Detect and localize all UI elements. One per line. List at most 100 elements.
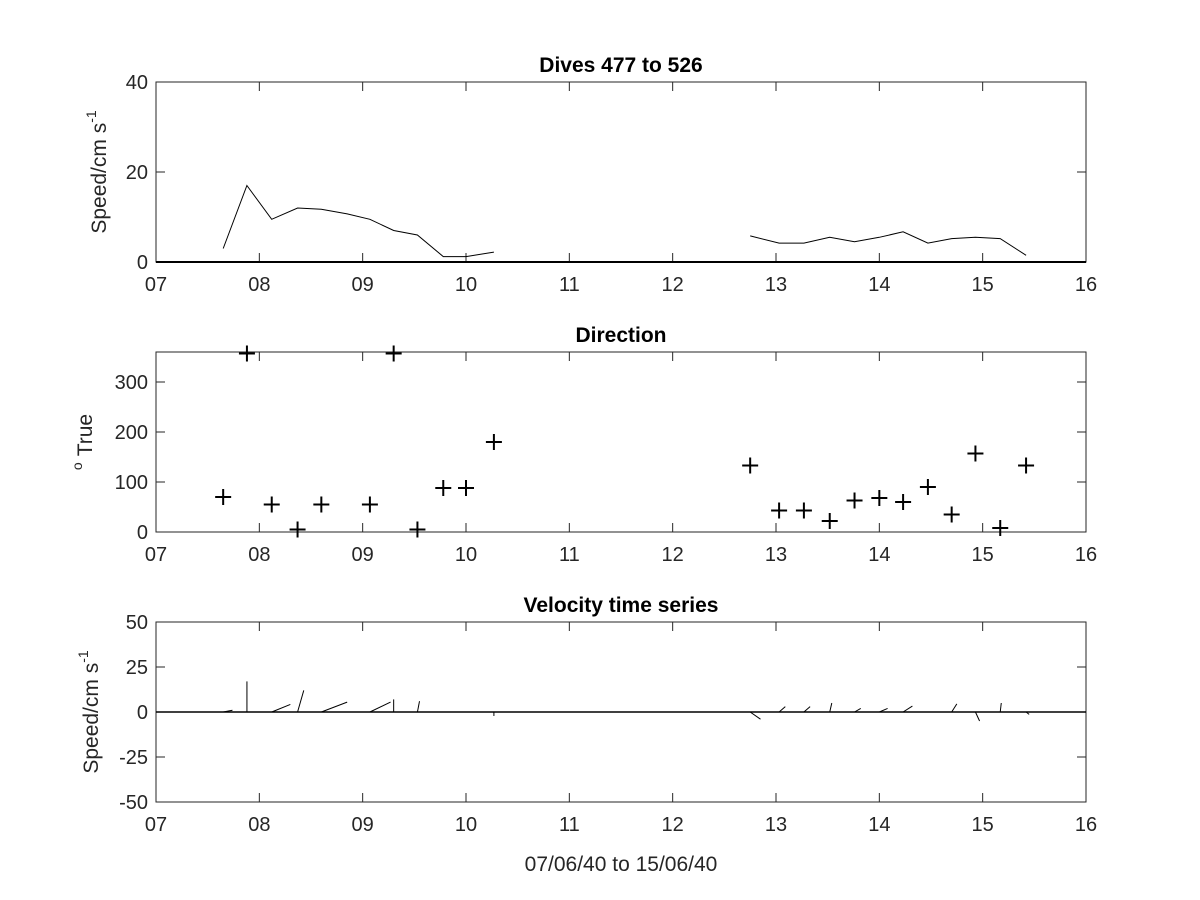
x-tick-label-velocity: 07	[145, 814, 167, 836]
velocity-stick	[1025, 711, 1030, 715]
y-ticks-direction: 0 100 200 300	[115, 372, 1086, 544]
x-tick-label-direction: 13	[765, 544, 787, 566]
x-tick-label-velocity: 14	[868, 814, 890, 836]
y-tick-label-speed: 40	[126, 72, 148, 94]
y-ticks-velocity: -50 -25 0 25 50	[119, 612, 1086, 814]
data-point-plus	[919, 479, 936, 495]
panel-speed: 07 08 09 10 11 12 13 14 15 16 0 20 40 Dives 477 to …	[83, 54, 1097, 296]
x-tick-label-speed: 12	[662, 274, 684, 296]
x-tick-label-speed: 14	[868, 274, 890, 296]
panel-velocity: 07 08 09 10 11 12 13 14 15 16 -50 -25 0 25 50 Velocit…	[75, 594, 1097, 876]
velocity-stick	[974, 711, 981, 722]
x-tick-label-speed: 15	[972, 274, 994, 296]
x-tick-label-velocity: 09	[352, 814, 374, 836]
velocity-stick	[999, 702, 1002, 713]
series-speed	[156, 184, 1086, 263]
y-tick-label-velocity: -25	[119, 747, 148, 769]
velocity-stick	[902, 705, 913, 713]
x-tick-label-direction: 07	[145, 544, 167, 566]
x-tick-label-speed: 11	[559, 274, 580, 296]
data-point-plus	[1018, 457, 1035, 474]
y-tick-label-direction: 0	[137, 522, 148, 544]
data-point-plus	[992, 520, 1009, 536]
x-tick-label-direction: 11	[559, 544, 580, 566]
y-tick-label-velocity: 0	[137, 702, 148, 724]
velocity-stick	[321, 701, 348, 713]
velocity-stick	[749, 711, 761, 720]
panel-direction: 07 08 09 10 11 12 13 14 15 16 0 100 200 300 Directio…	[69, 324, 1097, 566]
data-point-plus	[215, 489, 232, 505]
velocity-stick	[803, 706, 811, 713]
series-line-segment	[222, 184, 494, 258]
y-tick-label-speed: 0	[137, 252, 148, 274]
data-point-plus	[238, 345, 255, 362]
velocity-stick	[829, 702, 833, 713]
x-tick-label-direction: 08	[248, 544, 270, 566]
data-point-plus	[795, 502, 812, 519]
x-ticks-speed: 07 08 09 10 11 12 13 14 15 16	[145, 82, 1097, 296]
x-tick-label-velocity: 12	[662, 814, 684, 836]
x-tick-label-speed: 09	[352, 274, 374, 296]
x-tick-label-velocity: 16	[1075, 814, 1097, 836]
y-tick-label-direction: 200	[115, 422, 148, 444]
x-tick-label-velocity: 11	[559, 814, 580, 836]
data-point-plus	[385, 345, 402, 362]
y-tick-label-speed: 20	[126, 162, 148, 184]
data-point-plus	[485, 434, 502, 450]
data-point-plus	[458, 480, 474, 496]
data-point-plus	[943, 506, 960, 523]
chart-title-direction: Direction	[575, 324, 666, 347]
x-tick-label-speed: 16	[1075, 274, 1097, 296]
y-tick-label-direction: 300	[115, 372, 148, 394]
x-tick-label-direction: 14	[868, 544, 890, 566]
x-axis-label-velocity: 07/06/40 to 15/06/40	[525, 853, 718, 876]
x-tick-label-direction: 12	[662, 544, 684, 566]
data-point-plus	[361, 496, 378, 513]
data-point-plus	[895, 494, 912, 510]
data-point-plus	[771, 502, 788, 519]
velocity-stick	[223, 709, 233, 713]
x-tick-label-velocity: 15	[972, 814, 994, 836]
data-point-plus	[821, 513, 838, 529]
series-direction	[215, 345, 1035, 538]
y-tick-label-velocity: -50	[119, 792, 148, 814]
data-point-plus	[967, 445, 984, 462]
data-point-plus	[742, 457, 759, 474]
x-tick-label-speed: 13	[765, 274, 787, 296]
x-tick-label-speed: 07	[145, 274, 167, 296]
x-tick-label-direction: 09	[352, 544, 374, 566]
y-tick-label-velocity: 50	[126, 612, 148, 634]
x-tick-label-speed: 08	[248, 274, 270, 296]
velocity-stick	[854, 707, 861, 713]
chart-title-speed: Dives 477 to 526	[539, 54, 702, 77]
data-point-plus	[409, 521, 426, 538]
velocity-stick	[271, 703, 291, 713]
series-line-segment	[750, 231, 1027, 256]
x-tick-label-direction: 15	[972, 544, 994, 566]
data-point-plus	[435, 480, 452, 496]
velocity-stick	[297, 690, 305, 713]
velocity-stick	[369, 701, 391, 713]
series-velocity	[156, 681, 1086, 722]
y-tick-label-velocity: 25	[126, 657, 148, 679]
x-ticks-direction: 07 08 09 10 11 12 13 14 15 16	[145, 352, 1097, 566]
velocity-stick	[951, 703, 958, 713]
y-axis-label-speed: Speed/cm s-1	[83, 110, 111, 234]
x-tick-label-direction: 16	[1075, 544, 1097, 566]
data-point-plus	[289, 521, 306, 538]
y-axis-label-direction: oTrue	[69, 414, 97, 470]
x-tick-label-speed: 10	[455, 274, 477, 296]
x-tick-label-direction: 10	[455, 544, 477, 566]
velocity-stick	[778, 706, 786, 713]
plot-area-speed	[155, 81, 1087, 263]
chart-title-velocity: Velocity time series	[524, 594, 719, 617]
data-point-plus	[846, 492, 863, 509]
x-tick-label-velocity: 08	[248, 814, 270, 836]
x-tick-label-velocity: 10	[455, 814, 477, 836]
x-ticks-velocity: 07 08 09 10 11 12 13 14 15 16	[145, 622, 1097, 836]
data-point-plus	[263, 496, 280, 513]
plot-area-direction	[155, 351, 1087, 533]
velocity-stick	[416, 701, 420, 713]
data-point-plus	[313, 496, 330, 513]
